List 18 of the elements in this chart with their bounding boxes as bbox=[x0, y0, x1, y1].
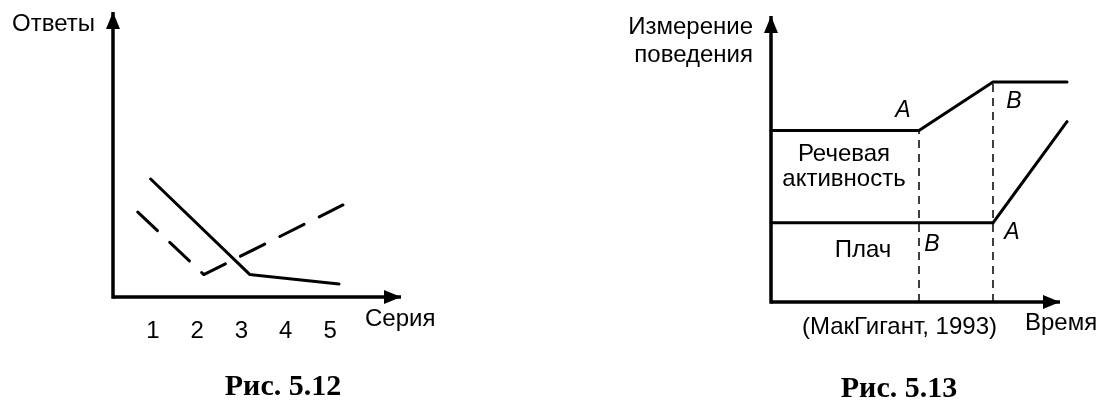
x-tick-label: 5 bbox=[323, 316, 337, 343]
text: (МакГигант, 1993) bbox=[801, 311, 998, 339]
series-label: Речевая активность bbox=[782, 138, 906, 191]
x-axis-title: Серия bbox=[365, 304, 436, 331]
x-tick-label: 1 bbox=[146, 316, 160, 343]
text: Рис. 5.13 bbox=[840, 370, 958, 402]
annotation: B bbox=[1006, 87, 1022, 113]
y-axis-title: Ответы bbox=[12, 9, 95, 36]
annotation: A bbox=[893, 96, 911, 123]
x-tick-label: 4 bbox=[279, 316, 293, 343]
x-tick-label: 3 bbox=[234, 316, 249, 343]
annotation: A bbox=[1002, 217, 1020, 244]
y-axis-title: Измерение поведения bbox=[628, 12, 753, 67]
text: Рис. 5.12 bbox=[224, 368, 342, 401]
series-label: Плач bbox=[834, 234, 892, 262]
annotation: B bbox=[924, 229, 940, 256]
x-tick-label: 2 bbox=[190, 316, 204, 343]
x-axis-title: Время bbox=[1025, 308, 1098, 335]
